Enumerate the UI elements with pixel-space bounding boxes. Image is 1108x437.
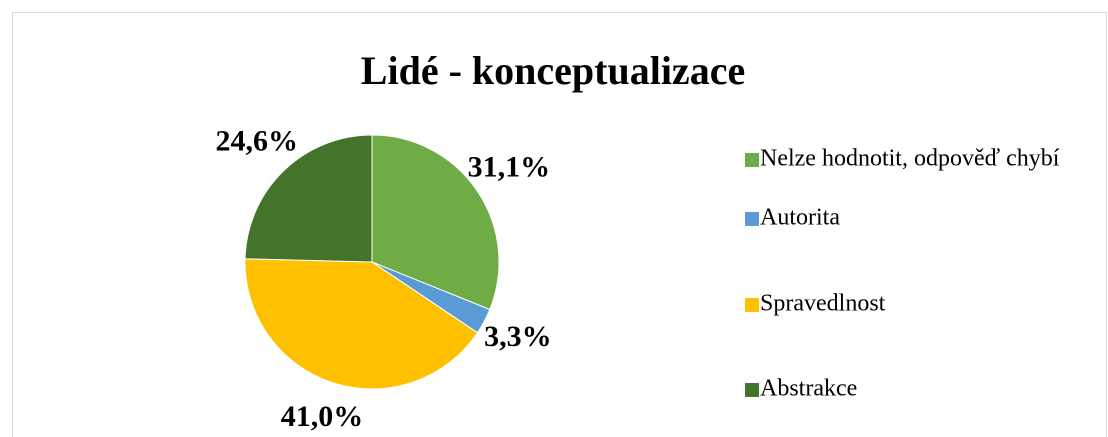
legend-label: Autorita [760,205,840,231]
legend-label: Spravedlnost [760,291,886,317]
data-label: 3,3% [484,320,552,353]
chart-title: Lidé - konceptualizace [361,48,745,93]
legend-label: Abstrakce [760,376,857,402]
pie-slice [244,134,373,263]
legend-swatch [745,153,759,167]
legend-swatch [745,212,759,226]
legend-swatch [745,383,759,397]
data-label: 24,6% [215,125,298,158]
data-label: 41,0% [281,400,364,433]
legend-swatch [745,298,759,312]
data-label: 31,1% [468,151,551,184]
pie-slice [371,134,500,311]
pie-slice [244,258,479,390]
chart-frame [12,12,1107,437]
legend-label: Nelze hodnotit, odpověď chybí [760,146,1060,172]
